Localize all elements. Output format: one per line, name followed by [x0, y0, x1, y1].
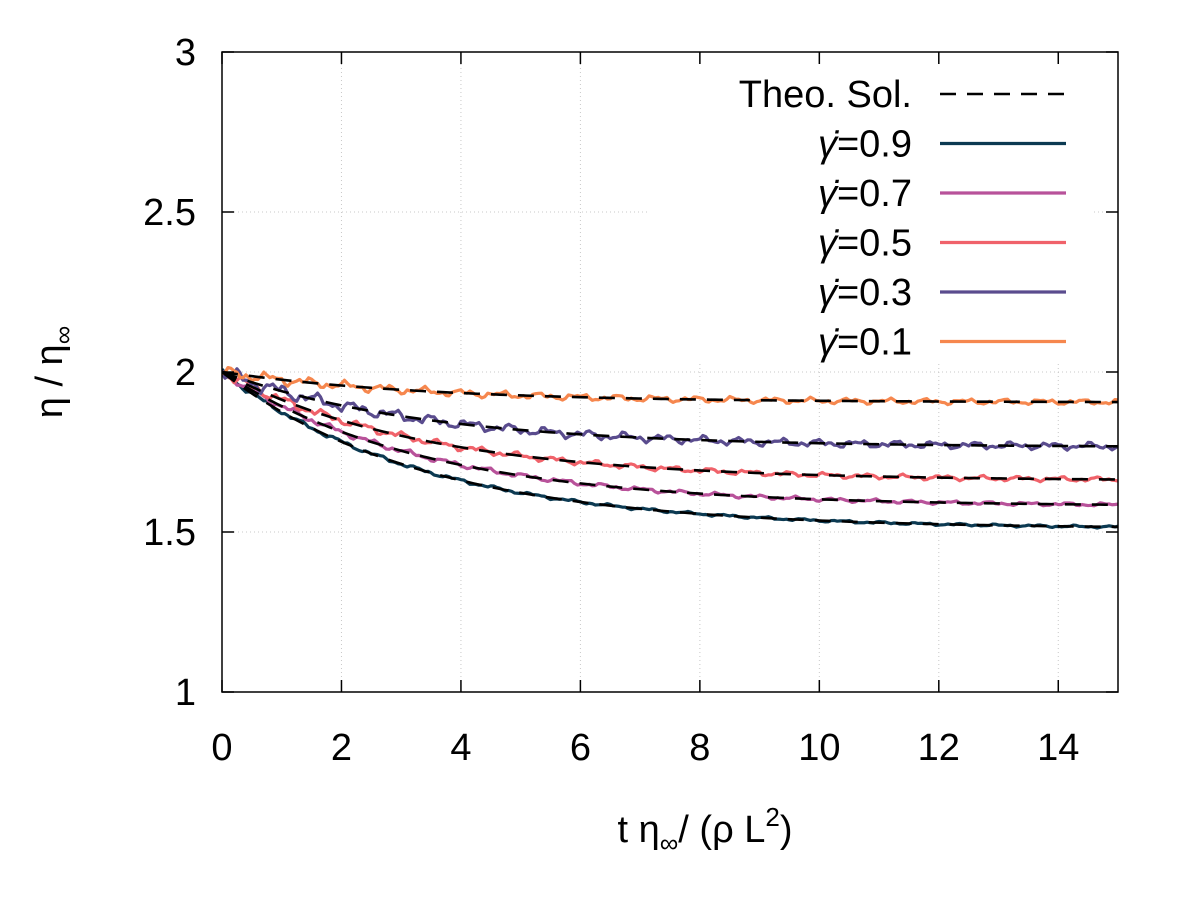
x-ticks: 0 2 4 6 8 10 12 14: [211, 52, 1079, 769]
y-tick-label: 2: [175, 352, 196, 394]
y-tick-label: 1: [175, 672, 196, 714]
x-tick-label: 12: [918, 727, 960, 769]
legend-label-0-1: γ̇=0.1: [818, 322, 912, 364]
x-tick-label: 14: [1037, 727, 1079, 769]
x-tick-label: 4: [450, 727, 471, 769]
x-axis-label: t η∞/ (ρ L2): [618, 802, 793, 858]
y-axis-label: η / η∞: [29, 326, 78, 419]
legend: Theo. Sol.γ̇=0.9γ̇=0.7γ̇=0.5γ̇=0.3γ̇=0.1: [648, 64, 1094, 364]
legend-background: [648, 64, 1094, 364]
theory-line-0-5: [222, 370, 1118, 481]
legend-gammadot-symbol: γ̇: [818, 322, 839, 364]
theory-line-0-9: [222, 370, 1118, 529]
legend-value: =0.7: [837, 173, 912, 215]
series-line-0-3: [222, 367, 1118, 452]
x-tick-label: 8: [689, 727, 710, 769]
legend-label-0-7: γ̇=0.7: [818, 173, 912, 215]
legend-gammadot-symbol: γ̇: [818, 124, 839, 166]
legend-label-0-9: γ̇=0.9: [818, 124, 912, 166]
x-tick-label: 0: [211, 727, 232, 769]
legend-label-0-5: γ̇=0.5: [818, 223, 912, 265]
y-ticks: 1 1.5 2 2.5 3: [143, 32, 1118, 714]
legend-value: =0.9: [837, 124, 912, 166]
x-tick-label: 6: [570, 727, 591, 769]
legend-gammadot-symbol: γ̇: [818, 173, 839, 215]
legend-gammadot-symbol: γ̇: [818, 272, 839, 314]
y-tick-label: 2.5: [143, 192, 196, 234]
legend-value: =0.3: [837, 272, 912, 314]
x-tick-label: 2: [331, 727, 352, 769]
legend-value: =0.5: [837, 223, 912, 265]
theory-line-0-7: [222, 370, 1118, 507]
y-tick-label: 3: [175, 32, 196, 74]
legend-label-theory: Theo. Sol.: [739, 74, 912, 116]
x-tick-label: 10: [798, 727, 840, 769]
y-tick-label: 1.5: [143, 512, 196, 554]
legend-gammadot-symbol: γ̇: [818, 223, 839, 265]
legend-value: =0.1: [837, 322, 912, 364]
plot-area: [222, 365, 1118, 530]
legend-label-0-3: γ̇=0.3: [818, 272, 912, 314]
theory-line-0-1: [222, 370, 1118, 404]
